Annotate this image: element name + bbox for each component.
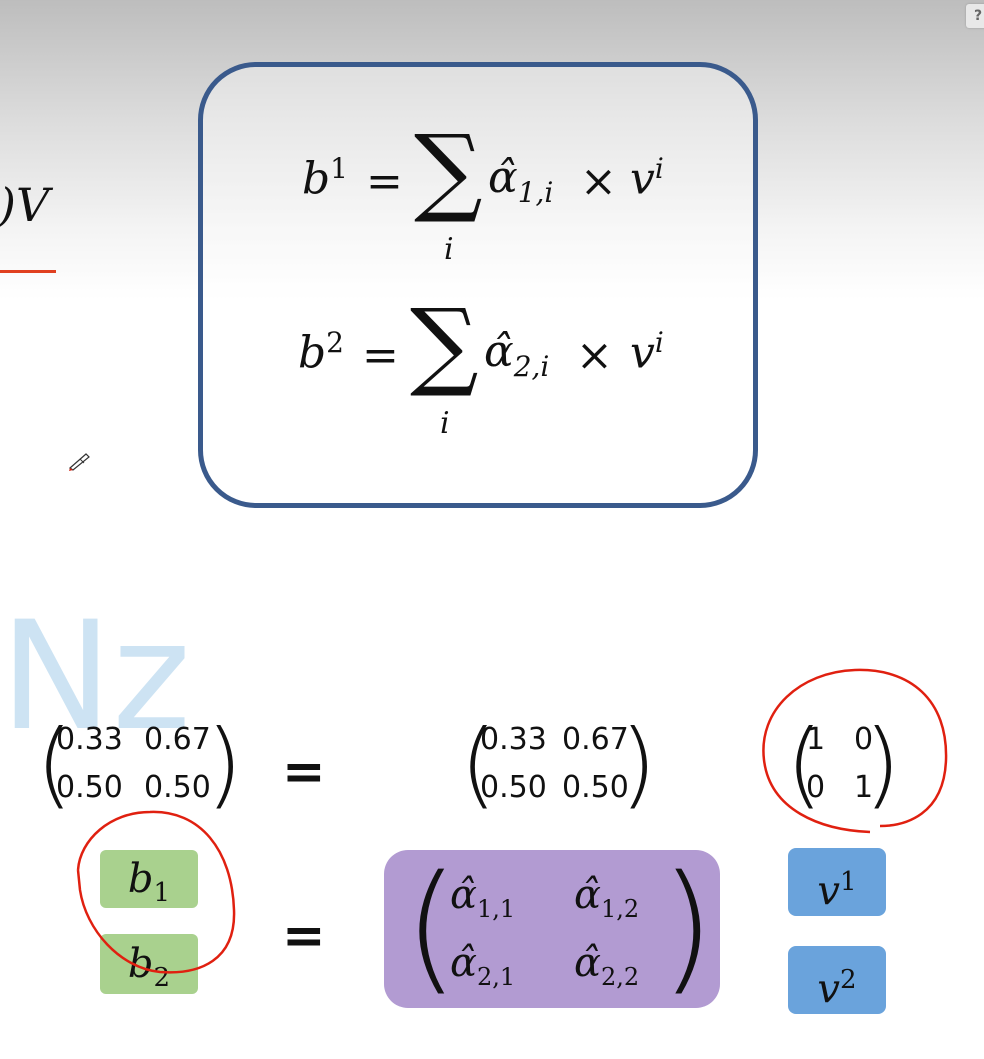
left-paren-icon: ( [786,710,823,819]
eq1-sum-index: i [444,232,454,267]
red-underline [0,270,56,273]
left-paren-icon: ( [36,710,73,819]
eq1-times: × [580,156,617,207]
matrix-left: ( 0.33 0.67 0.50 0.50 ) [36,710,243,819]
watermark: Nz [0,590,191,764]
equals-sign-2: = [282,906,326,966]
annotation-circle-left [76,810,236,974]
matrix-cell: 0 [806,770,826,805]
eq2-sum-index: i [440,406,450,441]
matrix-cell: 0.50 [480,770,547,805]
matrix-cell: 0.50 [56,770,123,805]
eq2-alpha: α̂2,i [484,326,550,383]
alpha-cell: α̂1,2 [574,872,640,923]
eq1-equals: = [366,156,403,207]
matrix-cell: 0.67 [562,722,629,757]
eq2-equals: = [362,330,399,381]
eq2-times: × [576,330,613,381]
v2-box: v2 [788,946,886,1014]
right-paren-icon: ) [620,710,657,819]
alpha-cell: α̂2,1 [450,940,516,991]
matrix-cell: 1 [854,770,874,805]
eq1-v: vi [630,152,664,205]
b1-box: b1 [100,850,198,908]
alpha-cell: α̂2,2 [574,940,640,991]
pen-cursor-icon [69,453,90,471]
matrix-cell: 0 [854,722,874,757]
equals-sign: = [282,742,326,802]
help-icon[interactable]: ? [966,4,984,28]
eq2-sum-icon: ∑ [410,288,479,400]
matrix-cell: 0.50 [562,770,629,805]
right-paren-icon: ) [206,710,243,819]
annotation-circle-right [762,668,948,834]
matrix-cell: 0.33 [56,722,123,757]
v1-box: v1 [788,848,886,916]
formula-box [198,62,758,508]
right-paren-icon: ) [864,710,901,819]
matrix-cell: 0.33 [480,722,547,757]
right-paren-icon: ) [660,846,715,1009]
alpha-matrix-box: ( α̂1,1 α̂1,2 α̂2,1 α̂2,2 ) [384,846,720,1009]
left-paren-icon: ( [460,710,497,819]
b2-box: b2 [100,934,198,994]
matrix-cell: 0.50 [144,770,211,805]
left-paren-icon: ( [404,846,459,1009]
matrix-right: ( 1 0 0 1 ) [786,710,901,819]
eq1-alpha: α̂1,i [488,152,554,209]
matrix-cell: 1 [806,722,826,757]
eq1-lhs: b1 [302,152,348,205]
alpha-cell: α̂1,1 [450,872,516,923]
eq1-sum-icon: ∑ [414,114,483,226]
eq2-lhs: b2 [298,326,344,379]
matrix-cell: 0.67 [144,722,211,757]
matrix-middle: ( 0.33 0.67 0.50 0.50 ) [460,710,660,819]
clipped-formula: )V [0,178,50,232]
eq2-v: vi [630,326,664,379]
